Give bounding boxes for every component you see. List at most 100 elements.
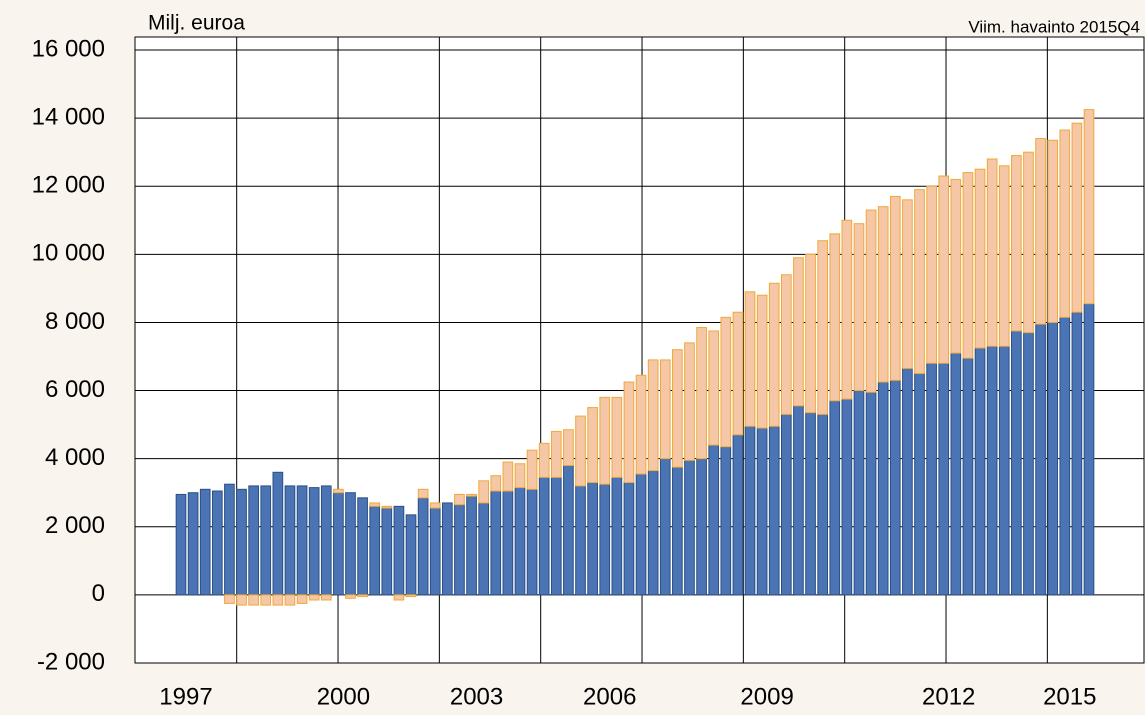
bar <box>756 427 768 596</box>
bar <box>914 189 925 375</box>
bar <box>889 195 901 381</box>
bar <box>817 413 828 596</box>
bar <box>720 446 732 596</box>
y-tick-label: -2 000 <box>37 648 105 675</box>
bar <box>780 413 792 596</box>
bar <box>841 398 853 596</box>
bar <box>793 257 804 407</box>
bar <box>575 415 586 487</box>
bar <box>647 359 659 472</box>
bar <box>454 493 465 506</box>
bar <box>756 294 768 429</box>
x-tick-label: 2003 <box>450 683 503 710</box>
bar <box>877 381 889 596</box>
bar <box>199 488 211 596</box>
bar <box>659 359 671 460</box>
bar <box>805 253 816 414</box>
bar <box>1035 323 1046 596</box>
bar <box>369 502 381 507</box>
bar <box>974 347 986 596</box>
bar <box>187 492 199 596</box>
y-tick-label: 6 000 <box>45 376 105 403</box>
bar <box>296 594 308 604</box>
bar <box>490 475 502 492</box>
x-tick-label: 1997 <box>159 683 212 710</box>
bar <box>865 391 877 596</box>
bar <box>369 505 381 596</box>
x-tick-label: 2015 <box>1043 683 1096 710</box>
bar <box>853 390 865 596</box>
bar <box>684 459 695 596</box>
bar <box>417 497 429 596</box>
bar <box>720 316 732 448</box>
bar <box>1023 151 1034 334</box>
bar <box>744 291 756 427</box>
bar <box>1047 139 1059 323</box>
annotation: Viim. havainto 2015Q4 <box>968 17 1140 36</box>
bar <box>926 362 937 596</box>
bar <box>538 442 550 478</box>
y-tick-label: 2 000 <box>45 512 105 539</box>
x-tick-label: 2012 <box>922 683 975 710</box>
bar <box>744 425 756 596</box>
bar <box>575 485 586 596</box>
y-tick-label: 16 000 <box>32 35 105 62</box>
bar <box>1047 321 1059 596</box>
bar <box>962 357 974 596</box>
bar <box>381 505 393 509</box>
bar <box>272 594 284 606</box>
bar <box>635 473 647 596</box>
bar <box>550 430 562 478</box>
bar <box>260 485 272 596</box>
bar <box>1083 109 1095 305</box>
bar <box>902 367 913 596</box>
x-tick-label: 2000 <box>317 683 370 710</box>
y-tick-label: 4 000 <box>45 444 105 471</box>
bar <box>333 492 344 596</box>
bar <box>224 483 235 596</box>
bar <box>490 490 502 596</box>
bar <box>393 505 405 596</box>
bar <box>502 461 514 492</box>
bar <box>381 507 393 596</box>
bar <box>333 488 344 494</box>
bar <box>345 492 356 596</box>
x-tick-label: 2006 <box>583 683 636 710</box>
bar <box>224 594 235 604</box>
bar <box>986 158 998 347</box>
bar <box>659 458 671 596</box>
bar <box>805 412 816 596</box>
bar <box>732 434 744 596</box>
bar <box>563 429 574 466</box>
bar <box>841 219 853 400</box>
bar <box>635 374 647 475</box>
bar <box>780 274 792 415</box>
bar <box>1071 311 1083 596</box>
bar <box>1011 155 1022 332</box>
bar <box>466 495 477 596</box>
bar <box>587 407 598 484</box>
bar <box>853 223 865 392</box>
x-tick-label: 2009 <box>740 683 793 710</box>
unit-label: Milj. euroa <box>148 12 245 35</box>
bar <box>708 330 720 446</box>
bar <box>211 490 223 596</box>
bar <box>526 488 538 596</box>
bar <box>708 444 720 596</box>
y-tick-label: 12 000 <box>32 172 105 199</box>
bar <box>308 487 320 596</box>
bar <box>889 379 901 596</box>
bar <box>296 485 308 596</box>
y-tick-label: 10 000 <box>32 240 105 267</box>
bar <box>1071 122 1083 313</box>
bar <box>357 497 368 596</box>
bar <box>623 482 635 596</box>
bar <box>950 178 962 354</box>
bar <box>1023 332 1034 596</box>
bar <box>514 463 526 489</box>
bar <box>1011 330 1022 596</box>
bar <box>962 172 974 359</box>
bar <box>974 168 986 349</box>
bar <box>986 345 998 596</box>
